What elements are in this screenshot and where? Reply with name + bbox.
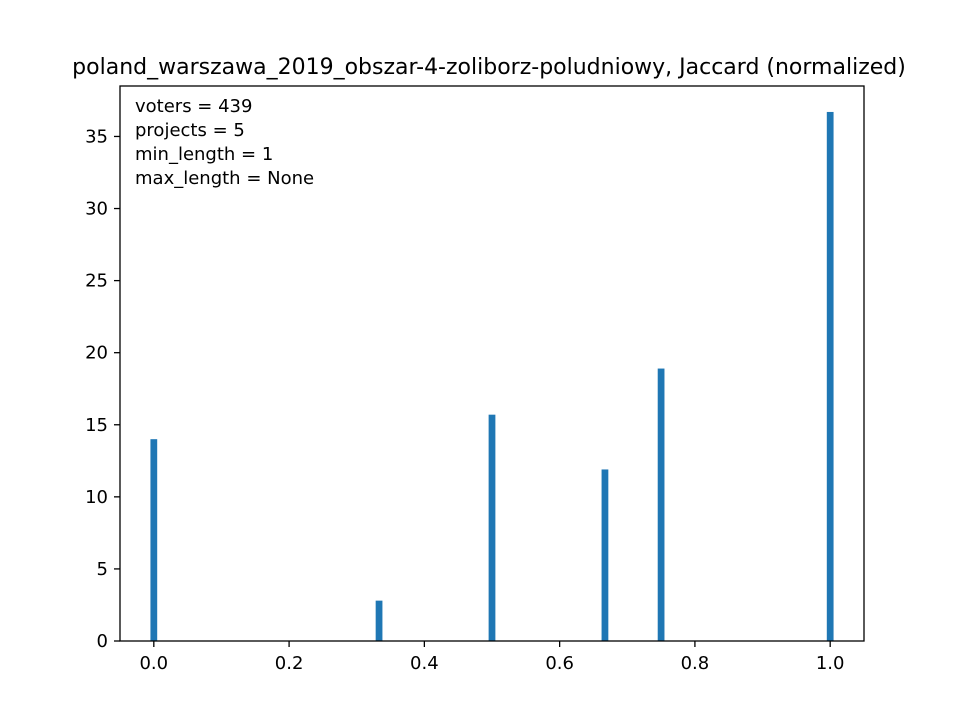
bar-1: [375, 600, 383, 641]
y-tick-label-6: 30: [85, 199, 108, 220]
annotation-line-3: max_length = None: [135, 168, 314, 189]
x-axis-ticks: 0.0 0.2 0.4 0.6 0.8 1.0: [139, 641, 845, 674]
x-tick-label-5: 1.0: [816, 653, 845, 674]
annotation-line-1: projects = 5: [135, 120, 245, 141]
y-tick-label-2: 10: [85, 487, 108, 508]
bar-4: [657, 368, 665, 641]
bar-3: [601, 469, 609, 641]
y-axis-ticks: 0 5 10 15 20 25 30 35: [85, 126, 120, 652]
bars-group: [150, 111, 834, 641]
stats-annotation: voters = 439 projects = 5 min_length = 1 ma…: [135, 96, 314, 189]
x-tick-label-4: 0.8: [681, 653, 710, 674]
chart-title: poland_warszawa_2019_obszar-4-zoliborz-p…: [72, 55, 906, 80]
bar-5: [826, 111, 834, 641]
y-tick-label-3: 15: [85, 415, 108, 436]
annotation-line-0: voters = 439: [135, 96, 252, 117]
x-tick-label-1: 0.2: [275, 653, 304, 674]
x-tick-label-2: 0.4: [410, 653, 439, 674]
y-tick-label-7: 35: [85, 126, 108, 147]
annotation-line-2: min_length = 1: [135, 144, 273, 165]
y-tick-label-4: 20: [85, 343, 108, 364]
y-tick-label-0: 0: [97, 631, 108, 652]
y-tick-label-5: 25: [85, 271, 108, 292]
bar-0: [150, 439, 158, 641]
y-tick-label-1: 5: [97, 559, 108, 580]
bar-2: [488, 414, 496, 641]
plot-frame: [119, 85, 865, 642]
x-tick-label-3: 0.6: [545, 653, 574, 674]
x-tick-label-0: 0.0: [139, 653, 168, 674]
